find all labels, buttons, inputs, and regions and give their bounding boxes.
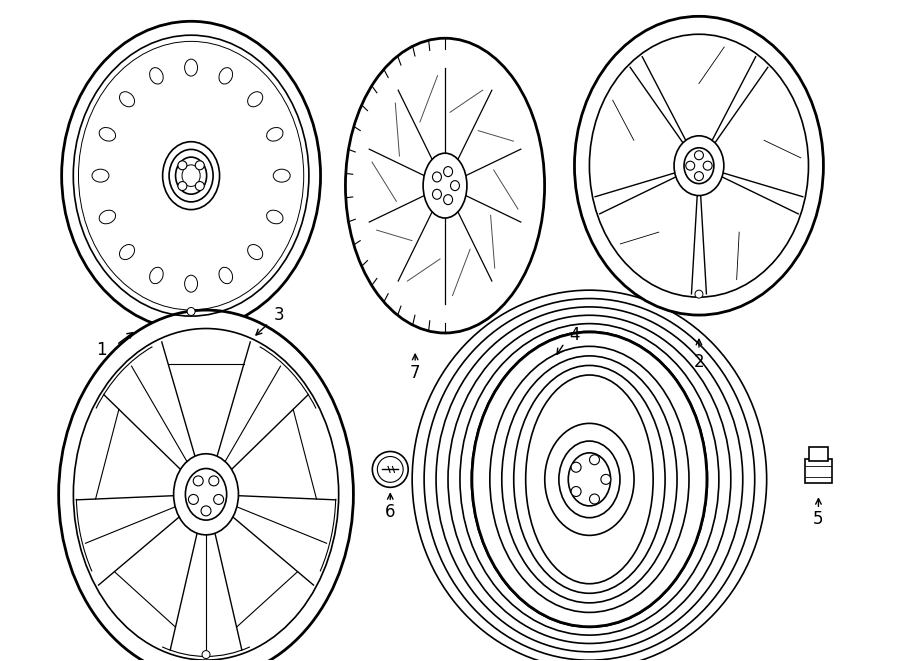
Ellipse shape <box>209 476 219 486</box>
Ellipse shape <box>92 169 109 182</box>
Ellipse shape <box>444 167 453 176</box>
Ellipse shape <box>695 290 703 298</box>
Ellipse shape <box>451 180 460 190</box>
Ellipse shape <box>176 157 207 194</box>
Ellipse shape <box>248 92 263 107</box>
Ellipse shape <box>703 161 712 170</box>
Ellipse shape <box>120 92 135 107</box>
Ellipse shape <box>169 149 213 202</box>
Ellipse shape <box>213 494 223 504</box>
Ellipse shape <box>444 194 453 205</box>
Ellipse shape <box>373 451 409 487</box>
Ellipse shape <box>178 161 187 170</box>
Ellipse shape <box>219 267 232 284</box>
Ellipse shape <box>684 148 714 184</box>
Ellipse shape <box>184 275 198 292</box>
Ellipse shape <box>590 455 599 465</box>
Ellipse shape <box>559 441 620 518</box>
Ellipse shape <box>149 67 163 84</box>
Ellipse shape <box>194 476 203 486</box>
Ellipse shape <box>184 59 198 76</box>
Ellipse shape <box>99 210 115 224</box>
Polygon shape <box>104 342 195 471</box>
Text: 2: 2 <box>694 353 705 371</box>
Ellipse shape <box>423 153 467 218</box>
Text: 4: 4 <box>569 326 580 344</box>
Ellipse shape <box>74 329 338 660</box>
Ellipse shape <box>219 67 232 84</box>
Ellipse shape <box>574 17 824 315</box>
Text: 3: 3 <box>274 306 284 324</box>
Ellipse shape <box>472 332 706 627</box>
Polygon shape <box>170 531 242 656</box>
Ellipse shape <box>590 494 599 504</box>
Text: 6: 6 <box>385 503 395 522</box>
Ellipse shape <box>590 34 808 297</box>
Ellipse shape <box>572 486 581 496</box>
Ellipse shape <box>346 38 544 333</box>
Text: 7: 7 <box>410 364 420 382</box>
Ellipse shape <box>601 475 611 485</box>
Text: 5: 5 <box>814 510 824 528</box>
Ellipse shape <box>120 245 135 260</box>
Ellipse shape <box>695 172 704 180</box>
Ellipse shape <box>61 21 320 330</box>
Ellipse shape <box>248 245 263 260</box>
Ellipse shape <box>433 172 441 182</box>
Polygon shape <box>231 496 336 585</box>
Ellipse shape <box>182 165 200 186</box>
FancyBboxPatch shape <box>805 459 832 483</box>
Ellipse shape <box>472 332 706 627</box>
Ellipse shape <box>185 469 227 520</box>
Text: 1: 1 <box>96 341 107 359</box>
Ellipse shape <box>201 506 211 516</box>
Ellipse shape <box>544 423 634 535</box>
Ellipse shape <box>202 650 210 658</box>
Ellipse shape <box>163 141 220 210</box>
Ellipse shape <box>568 453 610 506</box>
Ellipse shape <box>274 169 290 182</box>
Ellipse shape <box>99 128 115 141</box>
Ellipse shape <box>266 128 283 141</box>
Ellipse shape <box>187 307 195 315</box>
FancyBboxPatch shape <box>809 447 828 461</box>
Ellipse shape <box>174 454 239 535</box>
Ellipse shape <box>572 462 581 472</box>
Ellipse shape <box>674 136 724 196</box>
Ellipse shape <box>58 310 354 661</box>
Ellipse shape <box>195 182 204 190</box>
Ellipse shape <box>188 494 198 504</box>
Polygon shape <box>76 496 180 585</box>
Ellipse shape <box>695 151 704 160</box>
Polygon shape <box>217 342 309 471</box>
Ellipse shape <box>433 189 441 199</box>
Ellipse shape <box>178 182 187 190</box>
Ellipse shape <box>149 267 163 284</box>
Ellipse shape <box>266 210 283 224</box>
Ellipse shape <box>195 161 204 170</box>
Ellipse shape <box>686 161 695 170</box>
